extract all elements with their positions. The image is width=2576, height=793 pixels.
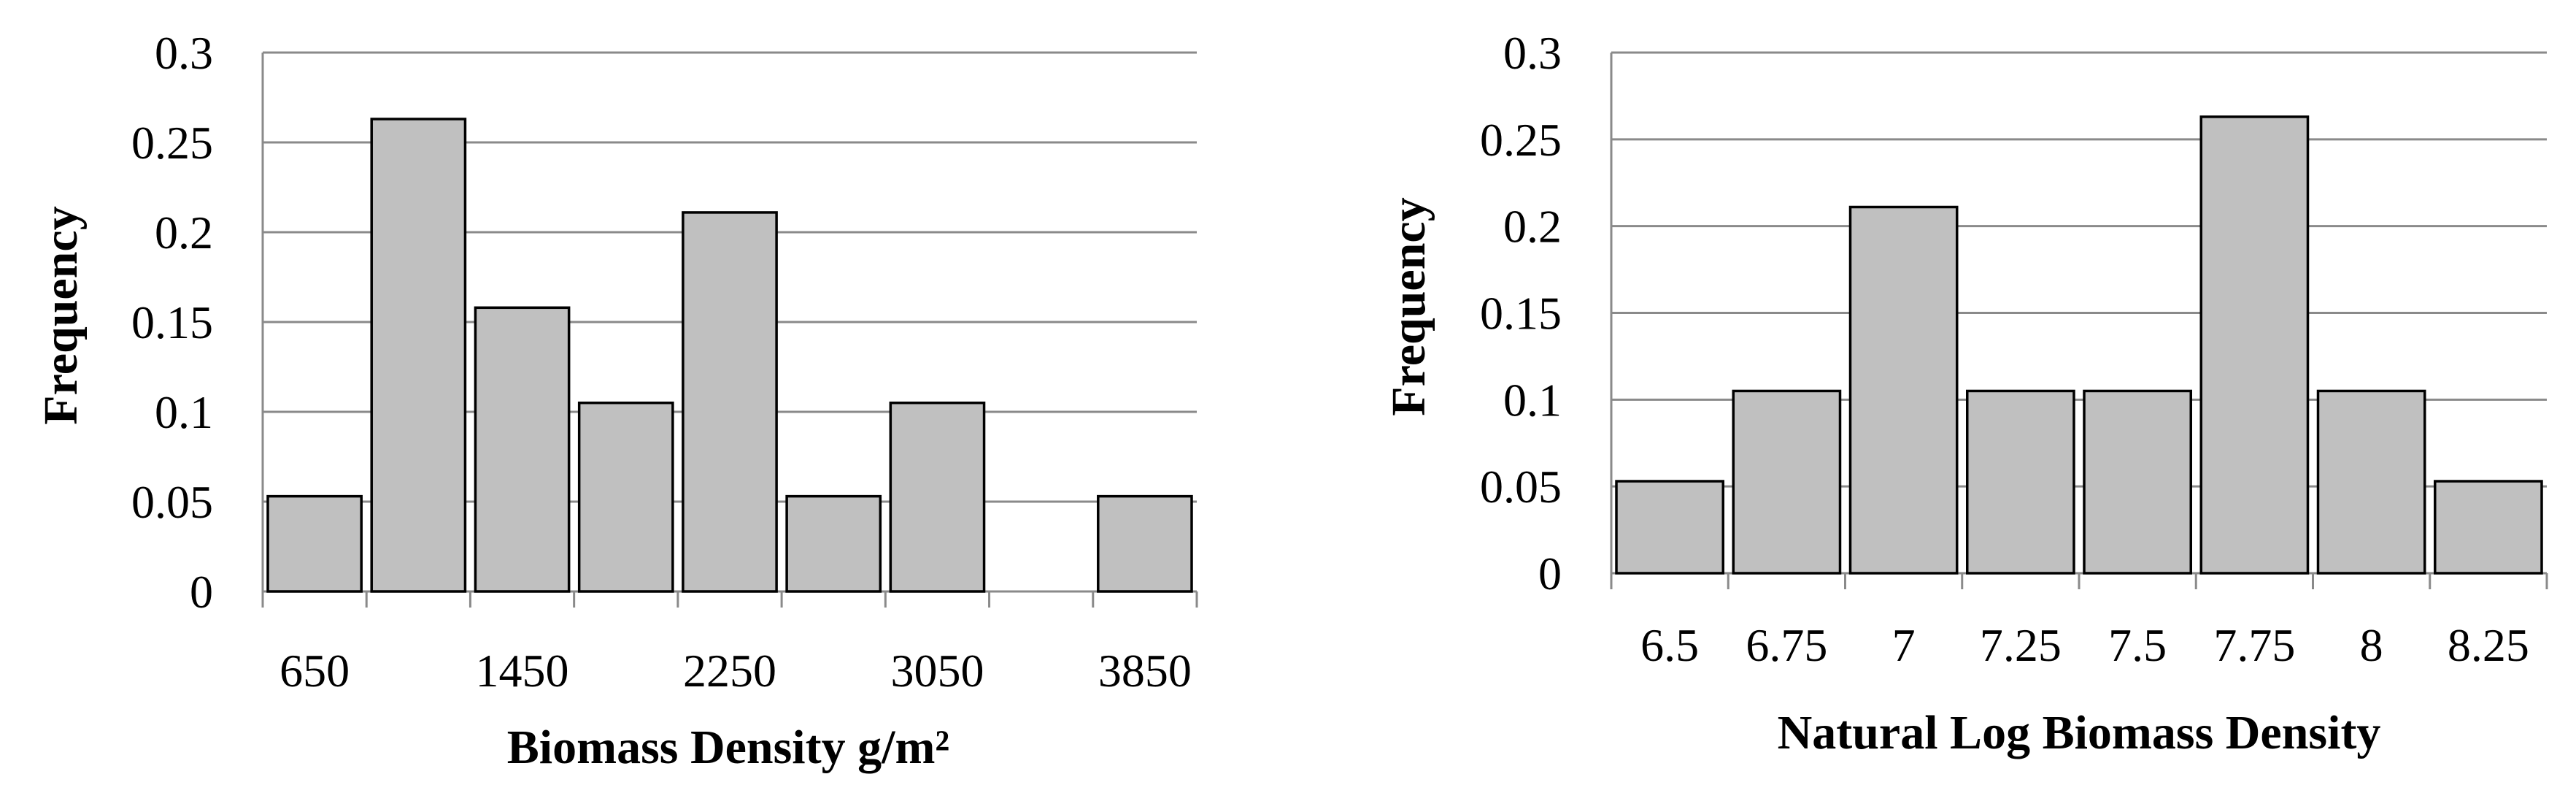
x-tick-label: 8.25 xyxy=(2448,619,2529,671)
x-tick-label: 6.75 xyxy=(1746,619,1827,671)
bar xyxy=(370,118,467,593)
bar xyxy=(1966,389,2075,575)
y-tick-label: 0.3 xyxy=(155,27,213,79)
x-tick-label: 7 xyxy=(1892,619,1916,671)
y-tick-label: 0.05 xyxy=(131,476,213,528)
x-axis-title: Natural Log Biomass Density xyxy=(1778,706,2381,759)
x-tick-label: 6.5 xyxy=(1640,619,1699,671)
x-tick-label: 8 xyxy=(2360,619,2383,671)
biomass-density-histogram: 0 0.05 0.1 0.15 0.2 0.25 0.3 650 1450 2250 3050 385… xyxy=(34,27,1198,774)
x-tick-label: 7.25 xyxy=(1980,619,2062,671)
y-tick-label: 0.2 xyxy=(1503,201,1562,253)
bar xyxy=(682,211,778,593)
bar xyxy=(474,306,571,593)
y-tick-label: 0.2 xyxy=(155,207,213,258)
bar xyxy=(1732,389,1842,575)
y-tick-label: 0 xyxy=(190,566,213,618)
x-axis-title: Biomass Density g/m² xyxy=(507,721,949,774)
y-tick-label: 0.15 xyxy=(1480,288,1562,340)
y-tick-label: 0.25 xyxy=(131,117,213,169)
bar xyxy=(266,494,363,593)
y-tick-label: 0.1 xyxy=(1503,374,1562,426)
x-tick-label: 650 xyxy=(279,645,350,697)
bar xyxy=(1848,205,1959,575)
x-tick-label: 1450 xyxy=(476,645,569,697)
y-tick-label: 0.05 xyxy=(1480,461,1562,513)
y-axis-title: Frequency xyxy=(34,206,88,424)
x-tick-label: 3050 xyxy=(890,645,984,697)
y-axis-title: Frequency xyxy=(1382,197,1435,415)
y-tick-label: 0.15 xyxy=(131,296,213,348)
x-tick-label: 7.5 xyxy=(2108,619,2167,671)
bar xyxy=(785,494,882,593)
x-tick-label: 3850 xyxy=(1098,645,1192,697)
bar xyxy=(1097,494,1193,593)
bar xyxy=(2434,480,2543,575)
bar xyxy=(2199,115,2310,575)
bar xyxy=(577,401,674,593)
y-tick-label: 0 xyxy=(1538,548,1562,599)
y-tick-label: 0.1 xyxy=(155,386,213,438)
x-tick-label: 2250 xyxy=(683,645,776,697)
bar xyxy=(2316,389,2426,575)
x-tick-label: 7.75 xyxy=(2213,619,2295,671)
bar xyxy=(889,401,986,593)
bar xyxy=(2083,389,2192,575)
log-biomass-density-histogram: 0 0.05 0.1 0.15 0.2 0.25 0.3 6.5 6.75 7 7.25 7.5 7.7… xyxy=(1382,27,2548,759)
bar xyxy=(1615,480,1724,575)
y-tick-label: 0.3 xyxy=(1503,27,1562,79)
y-tick-label: 0.25 xyxy=(1480,114,1562,166)
